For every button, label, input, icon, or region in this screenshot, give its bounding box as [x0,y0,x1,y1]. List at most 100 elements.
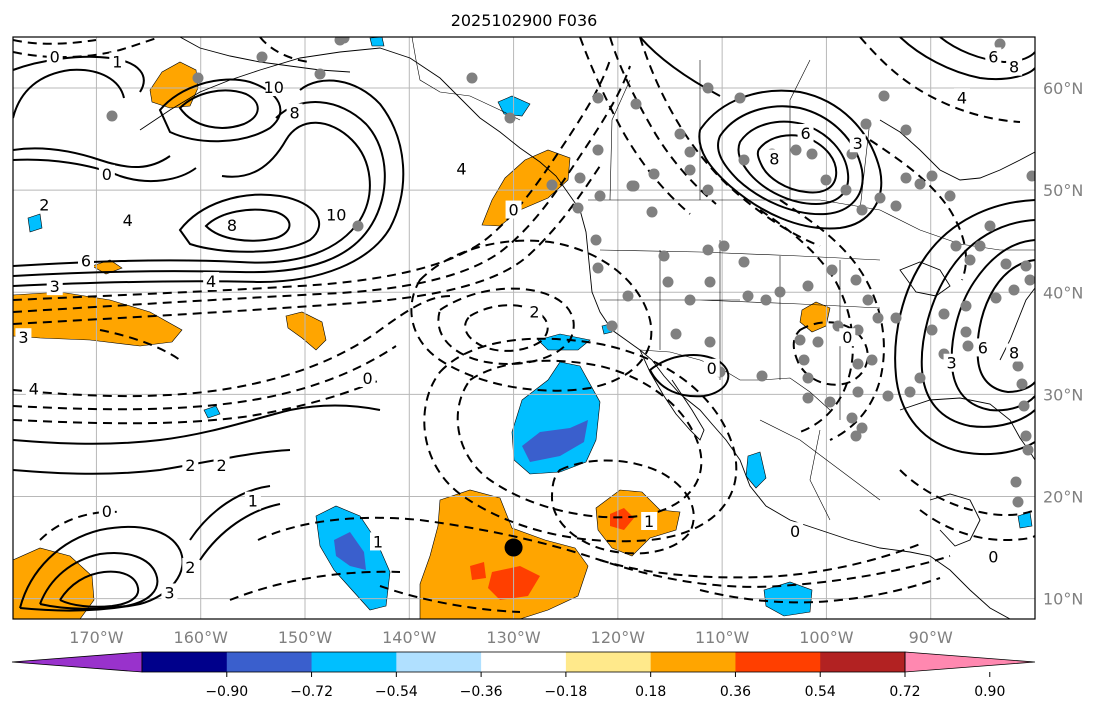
station-dot [852,386,864,398]
contour-solid-4 [178,193,321,253]
coast-hudson [879,119,1035,181]
contour-label: 0 [988,548,998,567]
contour-label-bg [641,512,658,530]
contour-solid-28 [199,503,281,561]
station-dot [882,390,894,402]
station-dot [702,184,714,196]
contour-label-bg [328,205,345,224]
contour-label: 3 [50,277,60,296]
station-dot [1012,496,1024,508]
station-dot [900,124,912,136]
colorbar-extend-low [11,651,143,673]
contour-label: 0 [842,328,852,347]
solid-contours [13,37,1035,612]
station-dot [960,326,972,338]
contour-dashed-11 [423,337,738,543]
contour-dashed-2 [13,65,631,313]
contour-dashed-8 [464,304,549,352]
coast-yucatan [929,493,981,547]
station-dot [856,422,868,434]
station-dot [674,128,686,140]
station-dot [742,290,754,302]
station-dot [990,292,1002,304]
station-dot [630,98,642,110]
station-dot [606,320,618,332]
lon-label: 90°W [909,628,953,647]
colorbar-segment [396,652,482,672]
lat-label: 60°N [1043,79,1083,98]
station-dot [1000,258,1012,270]
shade-orange-central-large [419,489,589,619]
shade-blue-small-1 [27,213,43,233]
station-dot [1008,284,1020,296]
contour-label: 4 [456,160,466,179]
station-dot [684,146,696,158]
station-dot [1020,430,1032,442]
contour-solid-14 [737,120,850,206]
station-dot [574,172,586,184]
contour-label: 3 [164,583,174,602]
station-dot [738,154,750,166]
contour-label-bg [985,547,1002,566]
contour-solid-3 [13,79,405,287]
station-dot [192,72,204,84]
station-dot [1022,444,1034,456]
contour-dashed-22 [859,37,1021,123]
contour-dashed-4 [13,295,451,398]
station-dot [1016,378,1028,390]
contour-label-bg [46,47,63,66]
lat-label: 10°N [1043,590,1083,609]
station-dot [628,180,640,192]
lat-label: 40°N [1043,283,1083,302]
coast-baja [639,349,705,441]
contour-dashed-30 [919,509,1035,542]
colorbar-segment [142,652,228,672]
contour-dashed-19 [639,37,821,247]
contour-label: 1 [644,512,654,531]
station-dot [850,430,862,442]
shade-darkblue-west [334,532,366,570]
colorbar-segment [481,652,567,672]
station-dot [622,290,634,302]
colorbar-tick-label: 0.18 [635,684,666,700]
station-dot [846,412,858,424]
contour-label-bg [161,583,178,602]
contour-label: 2 [529,303,539,322]
station-dot [820,174,832,186]
colorbar-tick-label: −0.72 [290,684,333,700]
station-dot [684,294,696,306]
contour-dashed-26 [259,37,311,63]
colorbar-frame [141,651,906,673]
contour-solid-16 [920,219,1035,428]
contour-label: 2 [216,456,226,475]
station-dot [648,168,660,180]
contour-label: 2 [185,456,195,475]
contour-label: 8 [769,150,779,169]
contour-label: 4 [29,379,39,398]
contour-label: 4 [123,211,133,230]
station-dot [874,192,886,204]
colorbar-tick-label: 0.54 [805,684,836,700]
shade-darkblue-central [522,420,588,462]
station-dot [718,240,730,252]
station-dot [662,276,674,288]
station-dot [878,90,890,102]
colorbar-segment [735,652,821,672]
lon-label: 100°W [799,628,854,647]
colorbar-tick-label: 0.72 [889,684,920,700]
contour-label: 2 [185,558,195,577]
station-dot [774,286,786,298]
contour-dashed-15 [599,543,921,579]
colorbar-segment [226,652,313,672]
station-dot [590,234,602,246]
contour-label-bg [224,215,240,234]
contour-label: 1 [112,53,122,72]
contour-label: 0 [508,201,518,220]
station-dot [806,148,818,160]
contour-dashed-9 [410,239,653,392]
contour-label: 0 [102,502,112,521]
shade-blue-gulf-california [745,451,767,489]
contour-label: 6 [800,124,810,143]
station-dot [802,280,814,292]
latitude-labels: 60°N 50°N 40°N 30°N 20°N 10°N [1043,79,1083,609]
